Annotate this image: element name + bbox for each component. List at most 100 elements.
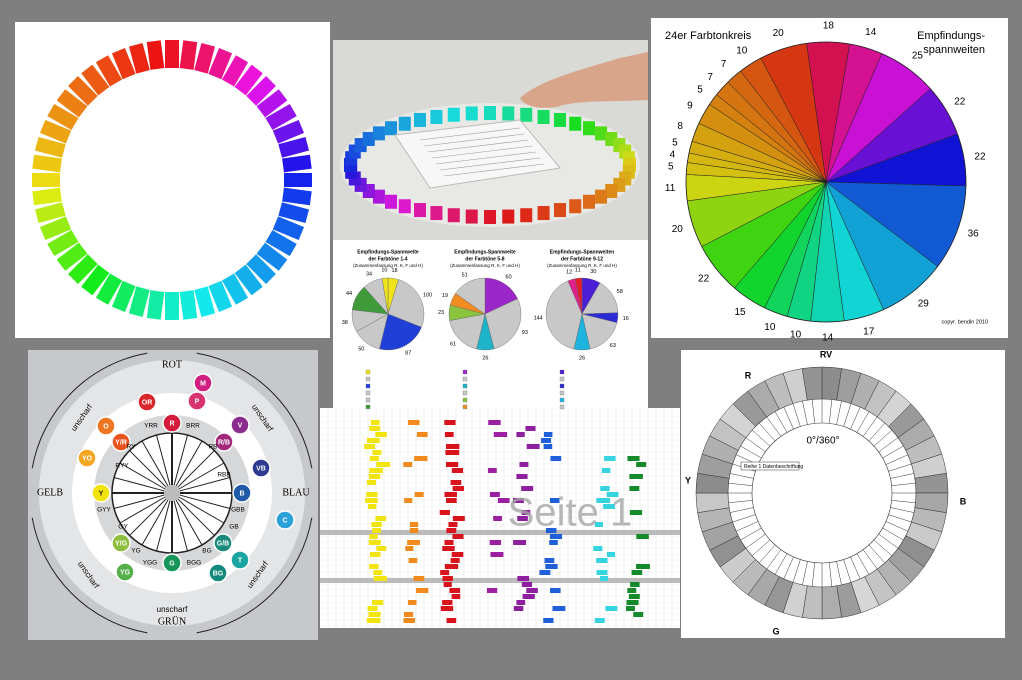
- node-label: Y/G: [115, 540, 128, 547]
- node-label: P: [195, 398, 200, 405]
- sheet-cell: [596, 558, 608, 563]
- sheet-cell: [416, 588, 429, 593]
- color-block: [111, 280, 136, 313]
- ring-center: 0°/360°: [806, 436, 839, 447]
- spoke: [113, 476, 165, 492]
- sheet-cell: [549, 498, 560, 503]
- color-card: [502, 106, 515, 121]
- sheet-cell: [442, 576, 453, 581]
- color-card: [398, 116, 411, 131]
- inner-label: RB: [208, 444, 217, 451]
- inner-label: YRR: [144, 423, 158, 430]
- sheet-cell: [368, 540, 381, 545]
- sheet-cell: [446, 498, 457, 503]
- pie-label: 34: [366, 272, 372, 278]
- color-node: [111, 432, 131, 452]
- legend-swatch: [365, 376, 371, 382]
- sheet-cell: [373, 570, 383, 575]
- color-block: [39, 216, 72, 241]
- inner-tick: [836, 401, 842, 425]
- inner-tick: [736, 521, 759, 532]
- sheet-cell: [517, 516, 528, 521]
- sheet-cell: [409, 522, 419, 527]
- pie-slice: [449, 313, 486, 350]
- sheet-cell: [549, 534, 563, 539]
- inner-label: GB: [229, 524, 238, 531]
- sheet-cell: [448, 522, 458, 527]
- color-block: [246, 76, 276, 106]
- wheel-outline: [685, 41, 967, 323]
- color-node: [251, 458, 271, 478]
- sheet-cell: [603, 504, 615, 509]
- sheet-cell: [369, 426, 381, 431]
- sheet-cell: [636, 564, 650, 569]
- sheet-cell: [593, 546, 603, 551]
- pie-title: Empfindungs-Spannweiten: [550, 249, 614, 255]
- sheet-cell: [450, 480, 462, 485]
- legend-swatch: [559, 397, 565, 403]
- wheel-label: 22: [698, 273, 710, 284]
- sheet-cell: [365, 498, 378, 503]
- legend-swatch: [559, 404, 565, 410]
- note-box: [740, 461, 800, 471]
- inner-tick: [758, 422, 776, 442]
- inner-tick: [878, 437, 899, 453]
- ring-label: R: [745, 370, 752, 380]
- color-card: [595, 189, 608, 204]
- pie-label: 26: [482, 355, 488, 361]
- color-card: [554, 203, 566, 218]
- color-block: [39, 119, 72, 144]
- sheet-cell: [409, 528, 419, 533]
- color-block: [56, 89, 88, 118]
- spoke: [129, 450, 167, 488]
- wheel-label: 9: [687, 100, 693, 111]
- color-block: [256, 89, 288, 118]
- sheet-cell: [452, 486, 464, 491]
- legend-swatch: [559, 383, 565, 389]
- sheet-cell: [543, 618, 554, 623]
- sheet-cell: [368, 474, 381, 479]
- sheet-cell: [594, 522, 603, 527]
- color-block: [208, 47, 233, 80]
- color-card: [465, 106, 478, 121]
- spoke: [141, 440, 169, 487]
- sheet-cell: [442, 600, 453, 605]
- pie-label: 58: [617, 289, 623, 295]
- spoke: [178, 496, 225, 524]
- color-block: [278, 137, 310, 158]
- node-label: G: [169, 560, 175, 567]
- color-card: [537, 206, 550, 221]
- paper-line: [431, 145, 533, 159]
- color-card: [554, 112, 566, 127]
- spoke: [119, 462, 166, 490]
- node-label: Y: [99, 490, 104, 497]
- inner-tick: [885, 454, 908, 465]
- paper-line: [423, 133, 525, 147]
- ring-panel: [15, 22, 330, 338]
- sheet-cell: [519, 462, 529, 467]
- legend-swatch: [559, 376, 565, 382]
- sheet-cell: [544, 558, 555, 563]
- wheel-label: 11: [665, 183, 676, 194]
- color-node: [162, 553, 182, 573]
- wheel-label: 5: [697, 85, 703, 96]
- node-label: OR: [142, 399, 153, 406]
- inner-label: GY: [118, 524, 128, 531]
- color-node: [162, 413, 182, 433]
- sheet-cell: [630, 582, 640, 587]
- color-block: [282, 187, 312, 206]
- pie-label: 16: [623, 316, 629, 322]
- wheel-label: 14: [822, 333, 834, 344]
- sheet-cell: [444, 540, 454, 545]
- inner-tick: [882, 527, 904, 541]
- color-block: [256, 242, 288, 271]
- color-card: [484, 210, 496, 224]
- legend-swatch: [462, 397, 468, 403]
- sheet-cell: [452, 516, 465, 521]
- color-block: [146, 40, 165, 70]
- sheet-cell: [413, 576, 425, 581]
- paper-sheet: [394, 119, 561, 189]
- sheet-cell: [545, 528, 557, 533]
- color-node: [96, 416, 116, 436]
- color-card: [385, 121, 398, 136]
